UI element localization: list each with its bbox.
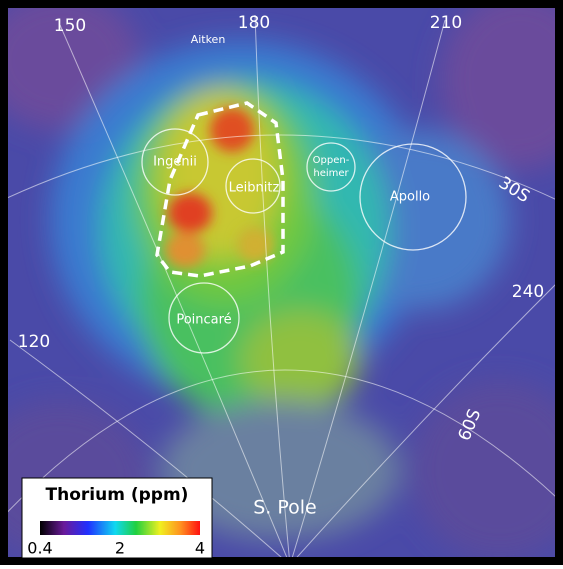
legend: Thorium (ppm) 0.4 2 4 (22, 478, 212, 558)
crater-label: heimer (313, 168, 349, 179)
legend-tick-label: 2 (115, 539, 125, 558)
crater-label: Oppen- (313, 155, 350, 166)
legend-tick-label: 4 (195, 539, 205, 558)
longitude-label: 180 (238, 13, 270, 33)
crater-label: Poincaré (176, 313, 231, 328)
longitude-label: 120 (18, 332, 50, 352)
legend-title: Thorium (ppm) (46, 485, 189, 505)
longitude-label: 210 (430, 13, 462, 33)
crater-label: Leibnitz (229, 181, 280, 196)
crater-label: Apollo (390, 190, 430, 205)
longitude-label: 240 (512, 282, 544, 302)
legend-tick-label: 0.4 (27, 539, 52, 558)
map-figure: 150 180 210 240 120 30S 60S Aitken Ingen… (0, 0, 563, 565)
longitude-label: 150 (54, 16, 86, 36)
crater-label: Ingenii (153, 155, 197, 170)
crater-label: Aitken (191, 33, 226, 46)
colorbar (40, 521, 200, 535)
pole-label: S. Pole (253, 497, 317, 519)
